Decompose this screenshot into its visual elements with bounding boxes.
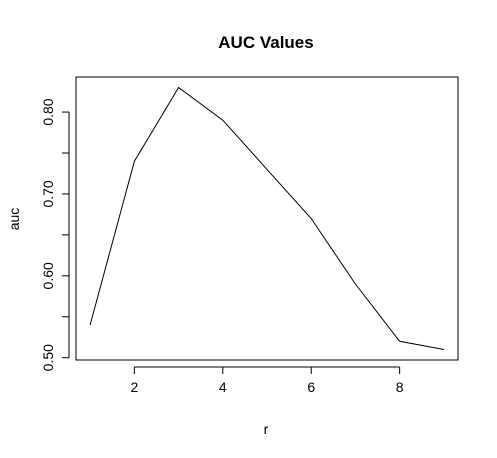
x-tick-label: 4 (219, 379, 227, 395)
y-tick-label: 0.80 (40, 98, 56, 125)
x-tick-label: 8 (396, 379, 404, 395)
x-axis-label: r (264, 421, 269, 437)
series-layer (89, 86, 444, 350)
plot-frame (75, 76, 459, 361)
x-axis: 2 4 6 8 (130, 366, 404, 395)
chart-title: AUC Values (218, 33, 313, 52)
series-line (89, 86, 444, 350)
x-tick-label: 2 (130, 379, 138, 395)
y-tick-label: 0.60 (40, 262, 56, 289)
y-axis-label: auc (6, 208, 22, 231)
x-tick-label: 6 (307, 379, 315, 395)
y-tick-label: 0.50 (40, 344, 56, 371)
y-tick-label: 0.70 (40, 180, 56, 207)
y-axis: 0.50 0.60 0.70 0.80 (40, 98, 70, 371)
